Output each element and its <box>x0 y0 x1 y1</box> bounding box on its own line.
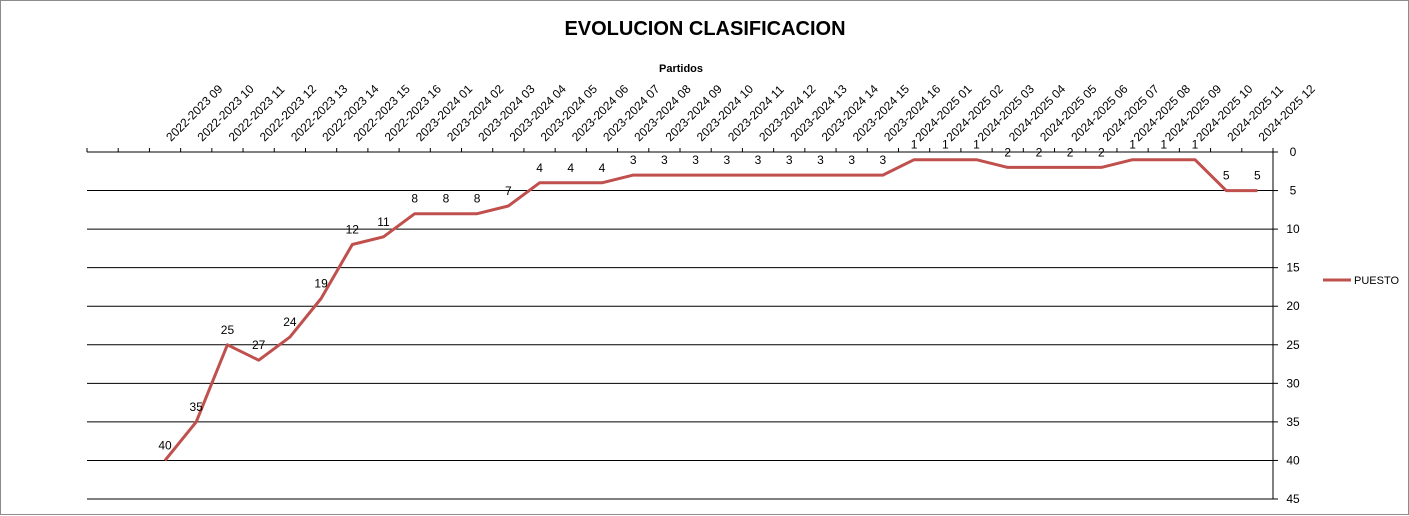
data-label: 3 <box>786 153 793 167</box>
data-label: 1 <box>1192 138 1199 152</box>
data-label: 4 <box>536 161 543 175</box>
y-tick-label: 40 <box>1286 453 1300 467</box>
series-line-puesto <box>163 158 1258 462</box>
data-label: 3 <box>880 153 887 167</box>
data-label: 3 <box>848 153 855 167</box>
data-label: 3 <box>755 153 762 167</box>
data-label: 3 <box>723 153 730 167</box>
y-tick-label: 30 <box>1286 376 1300 390</box>
data-label: 35 <box>190 400 204 414</box>
y-tick-label: 45 <box>1286 492 1300 506</box>
data-label: 40 <box>158 438 172 452</box>
data-label: 2 <box>1067 145 1074 159</box>
data-label: 8 <box>411 192 418 206</box>
data-label: 7 <box>505 184 512 198</box>
y-tick-label: 25 <box>1286 338 1300 352</box>
chart-title: EVOLUCION CLASIFICACION <box>564 18 845 40</box>
data-label: 27 <box>252 338 266 352</box>
y-tick-label: 15 <box>1286 261 1300 275</box>
data-label: 12 <box>346 223 360 237</box>
gridlines <box>87 151 1273 500</box>
y-tick-labels: 0 5 10 15 20 25 30 35 40 45 <box>1286 145 1300 506</box>
data-label: 1 <box>1160 138 1167 152</box>
data-label: 4 <box>567 161 574 175</box>
data-label: 2 <box>1098 145 1105 159</box>
y-tick-label: 35 <box>1286 415 1300 429</box>
data-label: 5 <box>1223 169 1230 183</box>
data-label: 3 <box>661 153 668 167</box>
data-label: 3 <box>630 153 637 167</box>
data-label: 2 <box>1004 145 1011 159</box>
y-tick-label: 5 <box>1290 184 1297 198</box>
legend: PUESTO <box>1323 275 1399 287</box>
data-label: 24 <box>283 315 297 329</box>
y-tick-label: 10 <box>1286 222 1300 236</box>
data-label: 1 <box>942 138 949 152</box>
y-tick-label: 0 <box>1290 145 1297 159</box>
data-label: 19 <box>314 277 328 291</box>
data-label: 8 <box>474 192 481 206</box>
x-axis-title: Partidos <box>659 63 703 75</box>
data-label: 4 <box>599 161 606 175</box>
data-label: 5 <box>1254 169 1261 183</box>
data-label: 3 <box>692 153 699 167</box>
data-label: 2 <box>1036 145 1043 159</box>
data-label: 3 <box>817 153 824 167</box>
data-label: 8 <box>443 192 450 206</box>
legend-label: PUESTO <box>1354 275 1399 287</box>
data-label: 1 <box>973 138 980 152</box>
series-lines <box>163 158 1258 462</box>
y-tick-label: 20 <box>1286 299 1300 313</box>
data-label: 1 <box>911 138 918 152</box>
data-label: 1 <box>1129 138 1136 152</box>
data-label: 25 <box>221 323 235 337</box>
axes <box>86 148 1278 500</box>
data-label: 11 <box>377 215 390 229</box>
